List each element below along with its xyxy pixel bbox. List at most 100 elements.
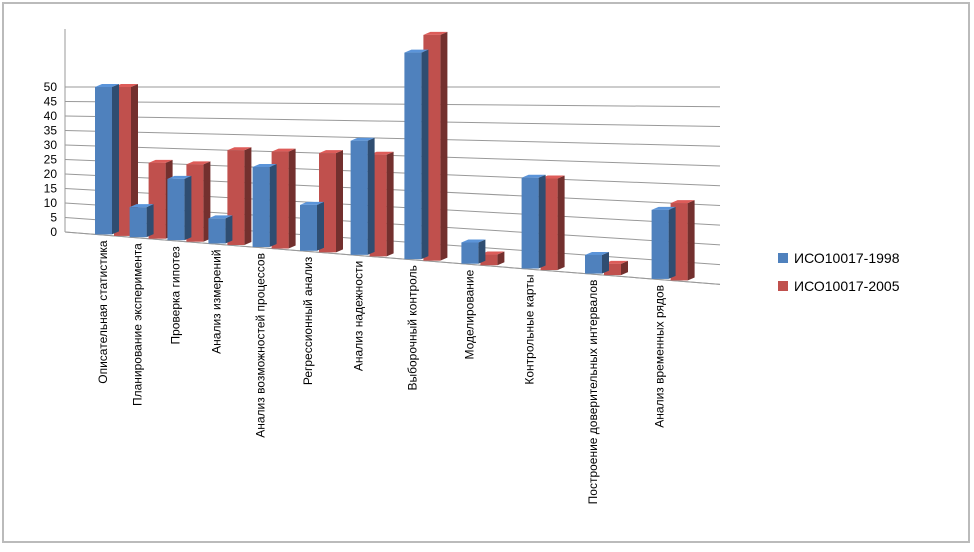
bar	[651, 206, 676, 279]
y-tick-label: 50	[44, 80, 58, 94]
bar-side	[146, 204, 154, 238]
x-tick-label: Планирование эксперимента	[131, 243, 145, 406]
y-tick-label: 5	[50, 211, 57, 225]
y-tick-label: 20	[44, 167, 58, 181]
bar-front	[461, 242, 479, 264]
bar-side	[336, 150, 343, 253]
bar	[208, 215, 233, 244]
bar-front	[350, 140, 368, 255]
bar	[461, 239, 486, 264]
bar-top	[319, 150, 343, 154]
bar-top	[350, 137, 375, 141]
bar	[585, 251, 609, 274]
bar-side	[269, 164, 277, 248]
bar-side	[621, 260, 628, 276]
bar-front	[604, 263, 621, 276]
bar-top	[208, 215, 233, 219]
bar	[480, 251, 505, 266]
bar-top	[167, 175, 192, 179]
bar-top	[252, 164, 277, 168]
x-tick-label: Описательная статистика	[96, 240, 110, 384]
bar-top	[227, 147, 252, 151]
bar-side	[225, 215, 233, 244]
bar-front	[300, 204, 317, 251]
bar-side	[131, 84, 138, 236]
bar-front	[252, 167, 270, 248]
axis	[64, 231, 721, 285]
bar-side	[538, 174, 546, 269]
bar-side	[478, 239, 486, 264]
bar	[129, 204, 154, 238]
bar-side	[440, 31, 448, 261]
bar-top	[114, 84, 138, 87]
bar-top	[423, 31, 448, 35]
bar-side	[557, 175, 565, 271]
bar-top	[604, 260, 628, 264]
bar-top	[404, 49, 429, 53]
bar-top	[129, 204, 154, 208]
bar-top	[585, 251, 609, 255]
bar-top	[300, 201, 324, 205]
grid-line	[64, 101, 721, 108]
y-tick-label: 40	[44, 109, 58, 123]
x-tick-label: Анализ возможностей процессов	[254, 253, 268, 438]
legend-swatch	[778, 253, 788, 263]
bar-top	[651, 206, 676, 210]
bar-side	[602, 251, 609, 274]
bar-front	[480, 254, 498, 266]
y-tick-label: 10	[44, 196, 58, 210]
bar-top	[186, 161, 211, 165]
legend-label: ИСО10017-1998	[794, 250, 900, 266]
bar	[604, 260, 628, 276]
bar-top	[369, 151, 394, 155]
bar-top	[670, 200, 695, 204]
y-tick-label: 25	[44, 153, 58, 167]
bar-side	[497, 251, 505, 266]
x-tick-label: Проверка гипотез	[168, 246, 182, 345]
y-tick-label: 15	[44, 182, 58, 196]
x-tick-label: Регрессионный анализ	[301, 256, 315, 385]
legend-label: ИСО10017-2005	[794, 278, 900, 294]
bar-front	[585, 254, 602, 274]
bar-side	[288, 148, 296, 249]
bar	[350, 137, 375, 255]
bar-side	[386, 151, 394, 257]
x-tick-label: Анализ временных рядов	[653, 285, 667, 428]
bar-side	[421, 49, 429, 260]
y-tick-label: 45	[44, 95, 58, 109]
frame	[2, 2, 970, 543]
x-tick-label: Моделирование	[462, 269, 476, 359]
grid-line	[64, 130, 721, 147]
x-tick-label: Анализ измерений	[209, 249, 223, 353]
bar	[167, 175, 192, 241]
bar-front	[95, 87, 112, 235]
x-tick-label: Анализ надежности	[352, 261, 366, 371]
bar-side	[244, 147, 252, 245]
bar-top	[540, 175, 565, 179]
x-tick-label: Выборочный контроль	[405, 265, 419, 390]
bar-side	[687, 200, 695, 281]
bar-side	[184, 175, 192, 241]
bar-front	[129, 207, 147, 238]
x-tick-label: Контрольные карты	[523, 275, 537, 385]
bar-side	[367, 137, 375, 255]
bar	[404, 49, 429, 260]
bar-front	[521, 177, 539, 269]
bar-front	[651, 209, 669, 279]
bar	[252, 164, 277, 248]
bar-front	[404, 52, 422, 260]
y-tick-label: 35	[44, 124, 58, 138]
y-tick-label: 30	[44, 138, 58, 152]
bar-side	[317, 201, 324, 251]
bar	[95, 84, 119, 235]
x-tick-label: Построение доверительных интервалов	[586, 280, 600, 505]
bar-side	[668, 206, 676, 279]
bar	[300, 201, 324, 251]
bar-top	[148, 159, 173, 163]
bar-top	[461, 239, 486, 243]
legend-swatch	[778, 281, 788, 291]
bar-top	[271, 148, 296, 152]
bar-front	[208, 218, 226, 244]
bar	[521, 174, 546, 269]
